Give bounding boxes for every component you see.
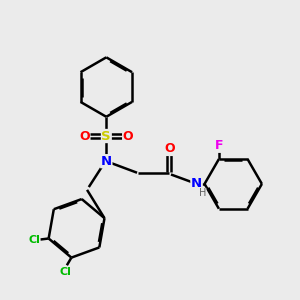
Text: O: O (123, 130, 133, 142)
Text: N: N (191, 177, 202, 190)
Text: S: S (101, 130, 111, 142)
Text: O: O (164, 142, 175, 155)
Text: O: O (79, 130, 90, 142)
Text: N: N (101, 155, 112, 168)
Text: F: F (214, 139, 223, 152)
Text: H: H (199, 188, 206, 198)
Text: Cl: Cl (59, 267, 71, 277)
Text: Cl: Cl (28, 235, 40, 245)
